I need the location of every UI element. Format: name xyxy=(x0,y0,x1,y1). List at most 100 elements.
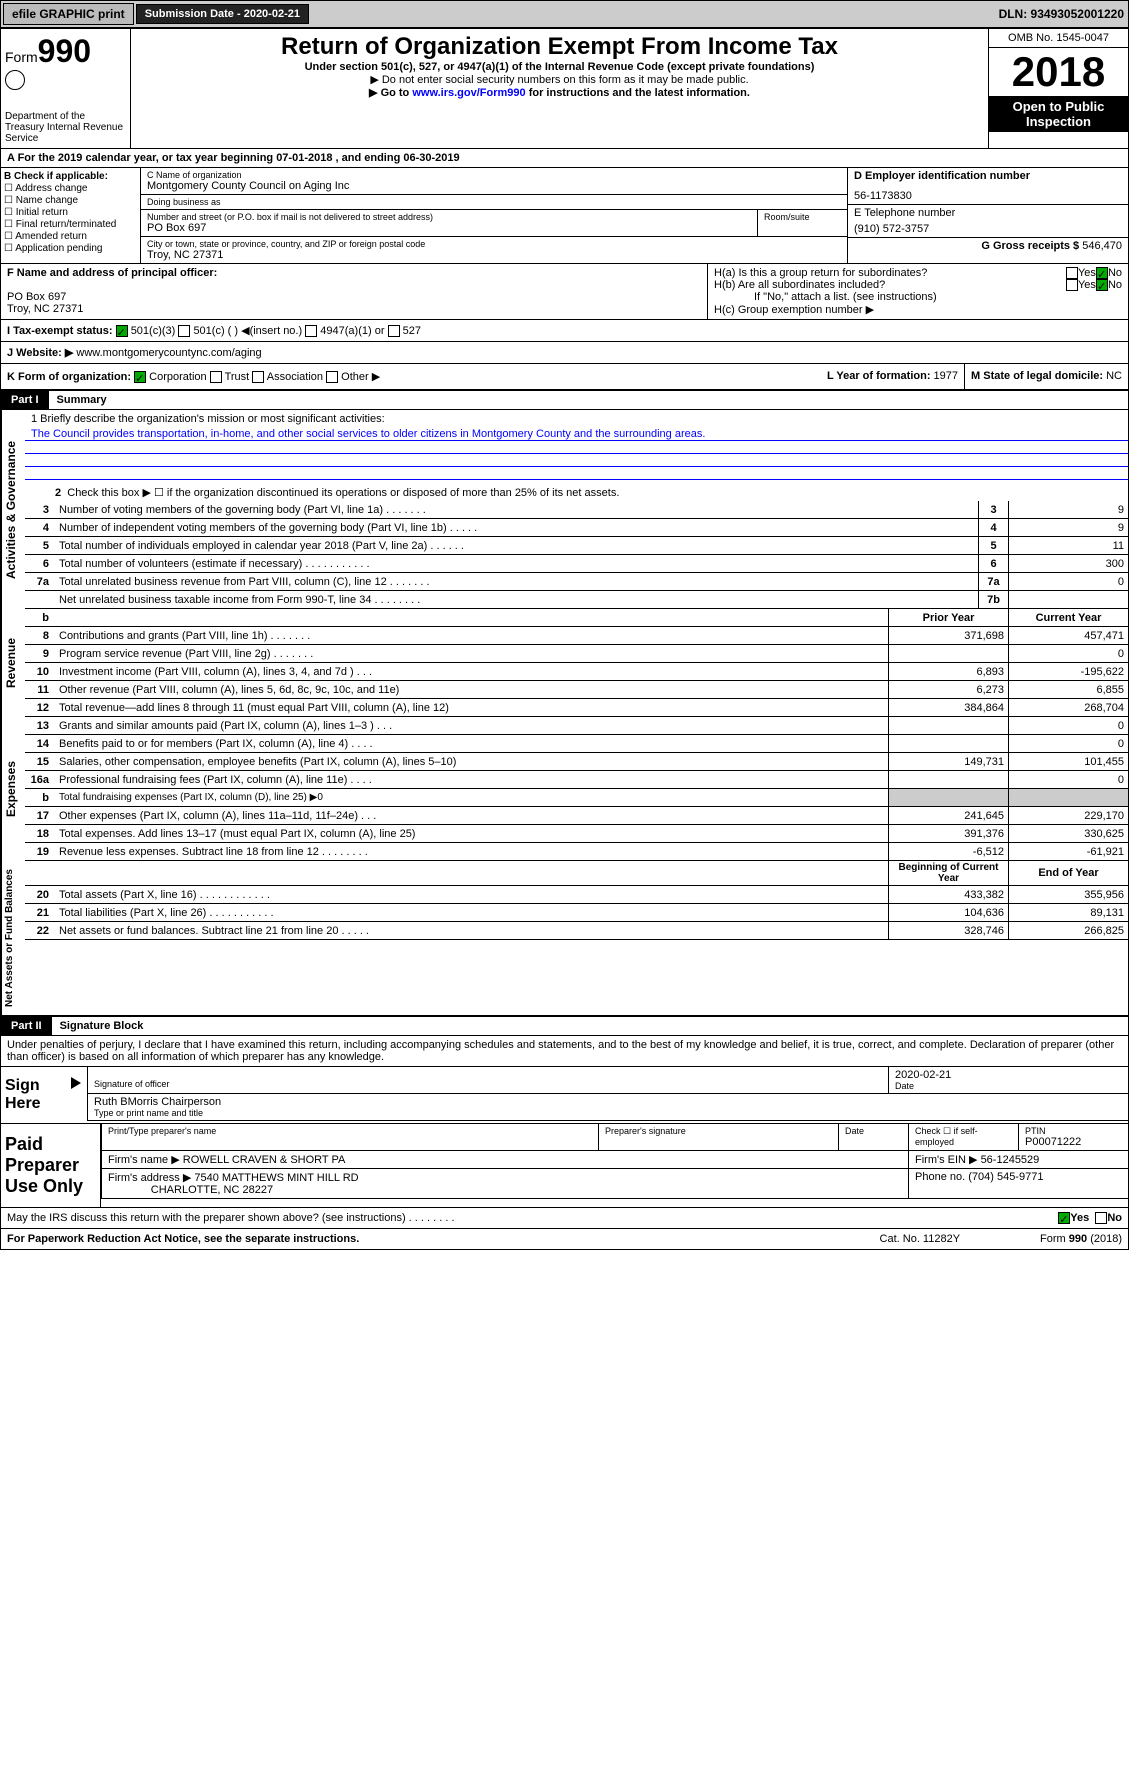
form-ref: Form 990 (2018) xyxy=(1040,1233,1122,1245)
prior-value: 6,893 xyxy=(888,663,1008,680)
chk-name-change[interactable]: ☐ Name change xyxy=(4,195,137,206)
open-public-badge: Open to Public Inspection xyxy=(989,96,1128,132)
line-text: Salaries, other compensation, employee b… xyxy=(55,755,888,769)
org-name: Montgomery County Council on Aging Inc xyxy=(147,180,841,192)
phone-value: (910) 572-3757 xyxy=(854,223,1122,235)
hc-question: H(c) Group exemption number ▶ xyxy=(714,303,1122,316)
room-label: Room/suite xyxy=(764,212,841,222)
website-label: J Website: ▶ xyxy=(7,347,76,359)
chk-501c[interactable] xyxy=(178,325,190,337)
sig-officer-label: Signature of officer xyxy=(94,1079,882,1089)
line-value: 9 xyxy=(1008,501,1128,518)
discuss-yes[interactable]: ✓ xyxy=(1058,1212,1070,1224)
tax-year: 2018 xyxy=(989,48,1128,96)
sign-here-label: Sign Here xyxy=(1,1067,71,1123)
discuss-no[interactable] xyxy=(1095,1212,1107,1224)
firm-ein: 56-1245529 xyxy=(981,1154,1040,1166)
beg-year-hdr: Beginning of Current Year xyxy=(888,861,1008,885)
chk-other[interactable] xyxy=(326,371,338,383)
line-2: 2 Check this box ▶ ☐ if the organization… xyxy=(25,480,1128,501)
current-value: 0 xyxy=(1008,717,1128,734)
line-text: Total expenses. Add lines 13–17 (must eq… xyxy=(55,827,888,841)
dept-label: Department of the Treasury Internal Reve… xyxy=(5,111,126,144)
line-value: 9 xyxy=(1008,519,1128,536)
line-text: Number of independent voting members of … xyxy=(55,521,978,535)
ein-label: D Employer identification number xyxy=(854,170,1030,182)
paid-preparer-label: Paid Preparer Use Only xyxy=(1,1124,101,1207)
irs-link[interactable]: www.irs.gov/Form990 xyxy=(412,87,525,99)
chk-initial-return[interactable]: ☐ Initial return xyxy=(4,207,137,218)
firm-addr2: CHARLOTTE, NC 28227 xyxy=(151,1184,273,1196)
current-value: 0 xyxy=(1008,771,1128,788)
sig-date: 2020-02-21 xyxy=(895,1069,1122,1081)
m-label: M State of legal domicile: xyxy=(971,370,1106,382)
firm-addr1: 7540 MATTHEWS MINT HILL RD xyxy=(194,1172,358,1184)
prior-value: 433,382 xyxy=(888,886,1008,903)
prior-value xyxy=(888,735,1008,752)
prior-value xyxy=(888,645,1008,662)
line-text: Investment income (Part VIII, column (A)… xyxy=(55,665,888,679)
form-number: Form990 xyxy=(5,33,126,70)
hb-question: H(b) Are all subordinates included? xyxy=(714,279,1066,291)
gross-label: G Gross receipts $ xyxy=(981,240,1082,252)
chk-address-change[interactable]: ☐ Address change xyxy=(4,183,137,194)
line-text: Total liabilities (Part X, line 26) . . … xyxy=(55,906,888,920)
side-net: Net Assets or Fund Balances xyxy=(1,861,25,1015)
street-address: PO Box 697 xyxy=(147,222,751,234)
current-value: -61,921 xyxy=(1008,843,1128,860)
line-text: Other revenue (Part VIII, column (A), li… xyxy=(55,683,888,697)
submission-date: Submission Date - 2020-02-21 xyxy=(136,4,309,24)
chk-527[interactable] xyxy=(388,325,400,337)
current-value: 266,825 xyxy=(1008,922,1128,939)
org-name-label: C Name of organization xyxy=(147,170,841,180)
perjury-text: Under penalties of perjury, I declare th… xyxy=(1,1036,1128,1067)
line-text: Grants and similar amounts paid (Part IX… xyxy=(55,719,888,733)
prior-value: 149,731 xyxy=(888,753,1008,770)
part2-title: Signature Block xyxy=(60,1020,144,1032)
form-main: Form990 Department of the Treasury Inter… xyxy=(0,28,1129,1250)
chk-final-return[interactable]: ☐ Final return/terminated xyxy=(4,219,137,230)
form-header: Form990 Department of the Treasury Inter… xyxy=(1,29,1128,149)
current-value: -195,622 xyxy=(1008,663,1128,680)
arrow-icon xyxy=(71,1077,81,1089)
current-value: 0 xyxy=(1008,645,1128,662)
chk-trust[interactable] xyxy=(210,371,222,383)
hb-no[interactable]: ✓ xyxy=(1096,279,1108,291)
part1-tag: Part I xyxy=(1,391,49,409)
chk-assoc[interactable] xyxy=(252,371,264,383)
part2-tag: Part II xyxy=(1,1017,52,1035)
current-value: 330,625 xyxy=(1008,825,1128,842)
paperwork-notice: For Paperwork Reduction Act Notice, see … xyxy=(7,1233,880,1245)
prior-value: 6,273 xyxy=(888,681,1008,698)
ptin: P00071222 xyxy=(1025,1136,1122,1148)
year-formation: 1977 xyxy=(934,370,958,382)
period-line: A For the 2019 calendar year, or tax yea… xyxy=(1,149,1128,168)
chk-501c3[interactable]: ✓ xyxy=(116,325,128,337)
end-year-hdr: End of Year xyxy=(1008,861,1128,885)
ha-yes[interactable] xyxy=(1066,267,1078,279)
prior-value: -6,512 xyxy=(888,843,1008,860)
mission-text: The Council provides transportation, in-… xyxy=(25,428,1128,441)
prior-value: 384,864 xyxy=(888,699,1008,716)
chk-amended[interactable]: ☐ Amended return xyxy=(4,231,137,242)
line-value: 0 xyxy=(1008,573,1128,590)
chk-4947[interactable] xyxy=(305,325,317,337)
prior-value: 371,698 xyxy=(888,627,1008,644)
line-text: Total unrelated business revenue from Pa… xyxy=(55,575,978,589)
officer-addr1: PO Box 697 xyxy=(7,291,701,303)
line-text: Program service revenue (Part VIII, line… xyxy=(55,647,888,661)
hb-yes[interactable] xyxy=(1066,279,1078,291)
form-title: Return of Organization Exempt From Incom… xyxy=(135,33,984,61)
chk-corp[interactable]: ✓ xyxy=(134,371,146,383)
k-label: K Form of organization: xyxy=(7,371,131,383)
efile-button[interactable]: efile GRAPHIC print xyxy=(3,3,134,25)
ha-question: H(a) Is this a group return for subordin… xyxy=(714,267,1066,279)
line-text: Net unrelated business taxable income fr… xyxy=(55,593,978,607)
line-value xyxy=(1008,591,1128,608)
line-text: Revenue less expenses. Subtract line 18 … xyxy=(55,845,888,859)
omb-number: OMB No. 1545-0047 xyxy=(989,29,1128,48)
line-text: Total number of individuals employed in … xyxy=(55,539,978,553)
line-value: 11 xyxy=(1008,537,1128,554)
chk-pending[interactable]: ☐ Application pending xyxy=(4,243,137,254)
ha-no[interactable]: ✓ xyxy=(1096,267,1108,279)
